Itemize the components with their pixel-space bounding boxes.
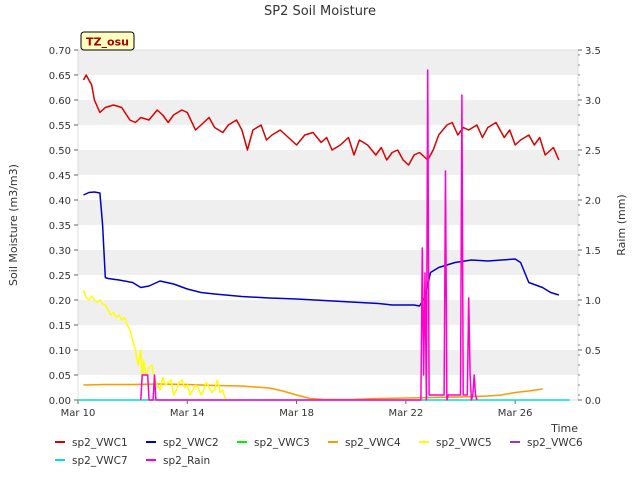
y-tick-label: 0.70	[49, 46, 71, 57]
legend-label-sp2_VWC5: sp2_VWC5	[436, 437, 492, 449]
grid-band	[78, 125, 578, 150]
grid-band	[78, 200, 578, 225]
legend-label-sp2_VWC6: sp2_VWC6	[527, 437, 583, 449]
legend-label-sp2_VWC7: sp2_VWC7	[72, 455, 128, 467]
y2-tick-label: 3.0	[585, 96, 601, 107]
series-line-sp2_Rain	[140, 69, 478, 401]
legend: sp2_VWC1 sp2_VWC2 sp2_VWC3 sp2_VWC4 sp2_VWC5…	[55, 437, 583, 467]
grid-band	[78, 300, 578, 325]
y-tick-label: 0.30	[49, 246, 71, 257]
y2-tick-label: 2.5	[585, 146, 601, 157]
legend-label-sp2_VWC3: sp2_VWC3	[254, 437, 310, 449]
legend-label-sp2_VWC1: sp2_VWC1	[72, 437, 128, 449]
site-badge-label: TZ_osu	[86, 36, 129, 49]
y-tick-label: 0.10	[49, 346, 71, 357]
grid-band	[78, 350, 578, 375]
y-tick-label: 0.40	[49, 196, 71, 207]
grid-band	[78, 250, 578, 275]
legend-label-sp2_VWC2: sp2_VWC2	[163, 437, 219, 449]
y-tick-label: 0.50	[49, 146, 71, 157]
y-tick-label: 0.25	[49, 271, 71, 282]
grid-band	[78, 50, 578, 75]
series-layer	[78, 69, 570, 401]
y2-axis-label: Raim (mm)	[615, 194, 628, 255]
y-tick-label: 0.05	[49, 371, 71, 382]
grid-band	[78, 325, 578, 350]
y-tick-label: 0.20	[49, 296, 71, 307]
y-tick-label: 0.00	[49, 396, 71, 407]
y2-tick-label: 0.5	[585, 346, 601, 357]
axes: 0.00 0.05 0.10 0.15 0.20 0.25 0.30 0.35 0.40 0.45…	[49, 46, 601, 419]
grid-bands	[78, 50, 578, 400]
grid-band	[78, 75, 578, 100]
y-tick-label: 0.15	[49, 321, 71, 332]
y-tick-label: 0.60	[49, 96, 71, 107]
y-tick-label: 0.45	[49, 171, 71, 182]
y-tick-label: 0.55	[49, 121, 71, 132]
grid-band	[78, 150, 578, 175]
y-axis-label: Soil Moisture (m3/m3)	[7, 164, 20, 286]
series-line-sp2_VWC1	[82, 74, 560, 166]
series-line-sp2_VWC5	[82, 289, 227, 401]
x-tick-label: Mar 18	[279, 408, 314, 419]
y-tick-label: 0.35	[49, 221, 71, 232]
grid-band	[78, 275, 578, 300]
x-tick-label: Mar 10	[61, 408, 96, 419]
grid-band	[78, 225, 578, 250]
series-line-sp2_VWC2	[83, 191, 560, 307]
chart-title: SP2 Soil Moisture	[264, 4, 376, 19]
site-badge-box	[80, 31, 135, 51]
y2-tick-label: 2.0	[585, 196, 601, 207]
y-tick-label: 0.65	[49, 71, 71, 82]
y2-tick-label: 0.0	[585, 396, 601, 407]
y2-tick-label: 1.5	[585, 246, 601, 257]
legend-label-sp2_Rain: sp2_Rain	[163, 455, 210, 467]
x-tick-label: Mar 14	[170, 408, 205, 419]
y2-tick-label: 1.0	[585, 296, 601, 307]
legend-label-sp2_VWC4: sp2_VWC4	[345, 437, 401, 449]
grid-band	[78, 175, 578, 200]
x-tick-label: Mar 22	[388, 408, 423, 419]
site-badge: TZ_osu	[80, 31, 135, 51]
x-tick-label: Mar 26	[498, 408, 533, 419]
series-line-sp2_VWC4	[83, 383, 543, 401]
x-axis-label: Time	[550, 422, 578, 435]
y2-tick-label: 3.5	[585, 46, 601, 57]
grid-band	[78, 100, 578, 125]
